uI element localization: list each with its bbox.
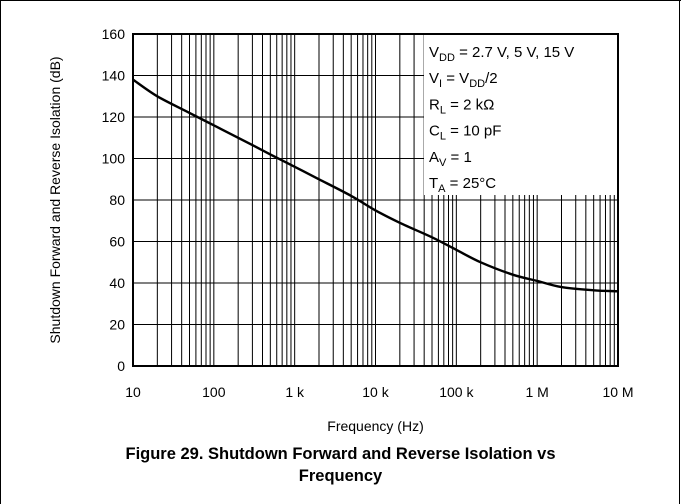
annotation-box: VDD = 2.7 V, 5 V, 15 V VI = VDD/2 RL = 2 k… [424, 35, 617, 195]
y-tick-label: 20 [109, 317, 125, 333]
annotation-line: VI = VDD/2 [429, 70, 498, 90]
annotation-line: CL = 10 pF [429, 123, 501, 143]
series-layer [132, 78, 619, 293]
y-tick-label: 0 [117, 358, 125, 374]
tick-labels: 0 20 40 60 80 100 120 140 160 10 100 1 k 10 k 100 k 1 … [102, 26, 634, 400]
x-tick-label: 1 M [525, 384, 548, 400]
page-frame-right [679, 0, 680, 504]
y-tick-label: 60 [109, 234, 125, 250]
annotation-line: TA = 25°C [429, 175, 496, 195]
figure-caption-line-1: Figure 29. Shutdown Forward and Reverse … [125, 445, 556, 463]
y-tick-label: 140 [102, 68, 126, 84]
y-tick-label: 80 [109, 192, 125, 208]
y-tick-label: 40 [109, 275, 125, 291]
annotation-line: RL = 2 kΩ [429, 96, 494, 116]
x-tick-label: 100 [202, 384, 226, 400]
annotation-line: VDD = 2.7 V, 5 V, 15 V [429, 44, 574, 64]
annotation-background [424, 35, 617, 195]
y-tick-label: 120 [102, 109, 126, 125]
x-tick-label: 10 M [602, 384, 633, 400]
isolation-chart: VDD = 2.7 V, 5 V, 15 V VI = VDD/2 RL = 2 k… [47, 26, 634, 434]
x-tick-label: 1 k [285, 384, 305, 400]
grid-layer [133, 34, 618, 366]
y-tick-label: 160 [102, 26, 126, 42]
x-tick-label: 10 k [362, 384, 389, 400]
x-axis-label: Frequency (Hz) [327, 418, 423, 434]
plot-frame [132, 33, 619, 367]
page-frame-top [0, 0, 681, 1]
x-tick-label: 10 [125, 384, 141, 400]
y-axis-label: Shutdown Forward and Reverse Isolation (… [47, 56, 63, 343]
annotation-line: AV = 1 [429, 149, 472, 169]
page-frame-left [0, 0, 1, 504]
isolation-curve [132, 78, 619, 293]
x-tick-label: 100 k [439, 384, 474, 400]
figure-caption-line-2: Frequency [298, 467, 383, 485]
y-tick-label: 100 [102, 151, 126, 167]
